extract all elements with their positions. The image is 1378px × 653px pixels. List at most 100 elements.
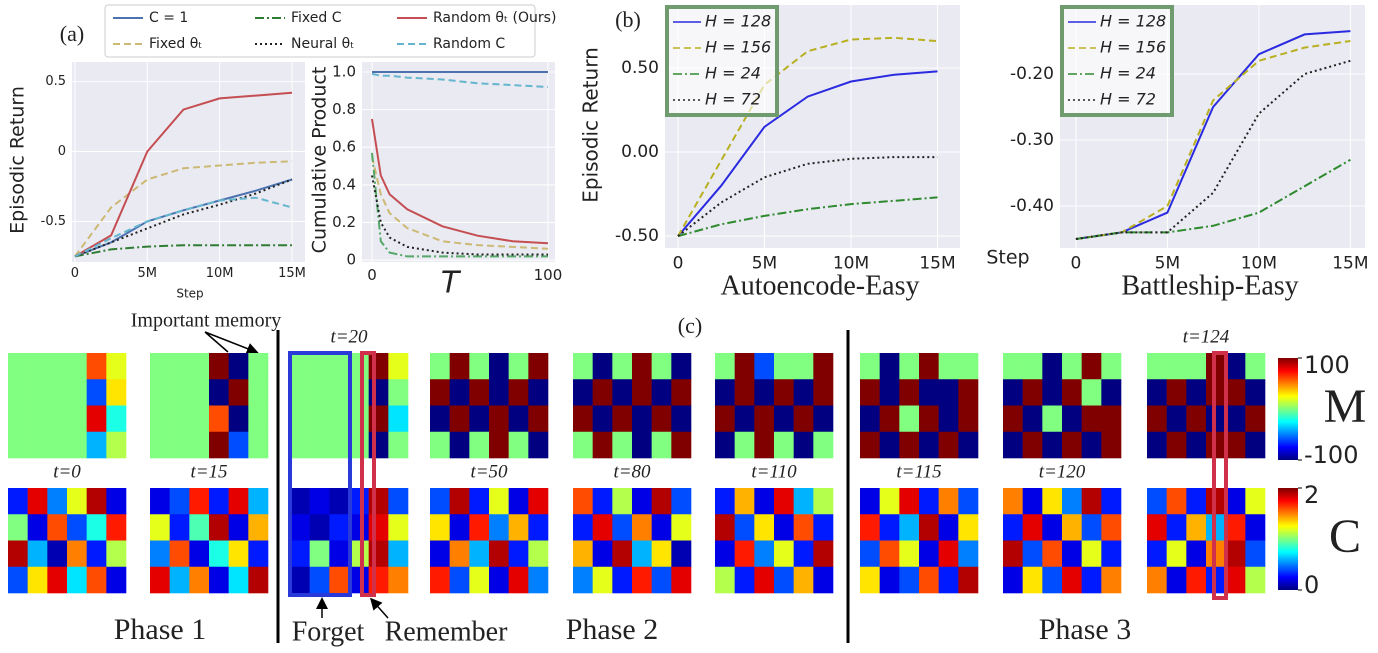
heatmap-cell [489,566,509,594]
heatmap-cell [106,405,127,433]
heatmap-cell [958,566,979,594]
legend-box [104,4,536,58]
panel-label: (c) [678,313,702,338]
heatmap-cell [938,405,959,433]
heatmap-cell [879,405,900,433]
heatmap-cell [508,431,529,459]
heatmap-cell [228,540,249,568]
heatmap-cell [528,566,549,594]
heatmap-cell [793,514,814,541]
heatmap-cell [938,514,959,541]
heatmap-cell [899,514,920,541]
heatmap-cell [388,566,409,594]
heatmap-cell [958,431,979,459]
series-line [677,156,938,237]
heatmap-cell [671,566,692,594]
heatmap-cell [8,431,28,459]
colorbar-tick-label: -100 [1304,441,1358,469]
heatmap-cell [612,353,633,380]
heatmap-cell [774,488,794,515]
heatmap-cell [1003,514,1023,541]
heatmap-cell [1003,405,1023,433]
heatmap-cell [1022,379,1043,406]
heatmap-cell [1042,405,1063,433]
legend-label: Fixed θₜ [149,36,202,52]
heatmap-cell [388,379,409,406]
heatmap-cell [715,540,735,568]
heatmap-cell [1062,353,1082,380]
heatmap-cell [754,431,775,459]
x-tick-label: 10M [206,266,234,281]
heatmap-cell [919,353,939,380]
colorbar-label: M [1324,380,1367,433]
heatmap-cell [715,566,735,594]
heatmap-cell [290,431,310,459]
heatmap-cell [860,488,880,515]
heatmap-cell [1022,353,1043,380]
y-tick-label: -0.30 [1010,130,1054,150]
heatmap-cell [860,514,880,541]
heatmap-cell [248,566,269,594]
series-line [74,91,293,258]
remember-label: Remember [385,616,509,647]
series-line [677,196,938,238]
heatmap-cell [1042,379,1063,406]
heatmap-cell [1101,514,1122,541]
heatmap-cell [1166,514,1187,541]
y-tick-label: 0.4 [332,175,356,193]
heatmap-cell [8,540,28,568]
heatmap-cell [1003,379,1023,406]
remember-box [360,351,376,597]
heatmap-cell [430,353,450,380]
heatmap-cell [632,405,652,433]
heatmap-cell [309,353,330,380]
x-tick-label: 5M [138,266,158,281]
colorbar-tick-label: 2 [1304,481,1319,509]
heatmap-cell [47,353,68,380]
phase-label: Phase 2 [566,613,659,646]
heatmap-cell [290,540,310,568]
heatmap-cell [329,514,350,541]
heatmap-cell [1225,514,1246,541]
heatmap-cell [469,431,490,459]
heatmap-cell [919,405,939,433]
heatmap-cell [449,540,470,568]
heatmap-cell [86,514,107,541]
heatmap-cell [388,488,409,515]
heatmap-cell [774,379,794,406]
heatmap-cell [508,566,529,594]
heatmap-cell [1042,566,1063,594]
heatmap-cell [106,431,127,459]
heatmap-cell [573,488,593,515]
heatmap-cell [938,353,959,380]
heatmap-cell [1166,353,1187,380]
heatmap-cell [1147,540,1167,568]
heatmap-cell [67,540,87,568]
heatmap-cell [309,379,330,406]
heatmap-cell [469,566,490,594]
legend-label: H = 156 [705,38,771,57]
heatmap-cell [1245,431,1266,459]
heatmap-cell [573,405,593,433]
heatmap-cell [754,405,775,433]
heatmap-cell [430,540,450,568]
heatmap-cell [938,379,959,406]
heatmap-cell [228,379,249,406]
heatmap-cell [449,405,470,433]
heatmap-cell [27,540,48,568]
heatmap-cell [899,540,920,568]
heatmap-cell [612,514,633,541]
panel-label: (b) [615,7,641,32]
heatmap-cell [1022,566,1043,594]
y-tick-label: 0.5 [45,74,66,89]
heatmap-cell [368,405,389,433]
heatmap-cell [919,540,939,568]
heatmap-cell [1022,540,1043,568]
heatmap-cell [813,379,834,406]
heatmap-cell [592,540,613,568]
forget-box [288,351,352,597]
heatmap-cell [1081,514,1102,541]
heatmap-cell [1245,353,1266,380]
heatmap-cell [290,405,310,433]
heatmap-cell [228,353,249,380]
